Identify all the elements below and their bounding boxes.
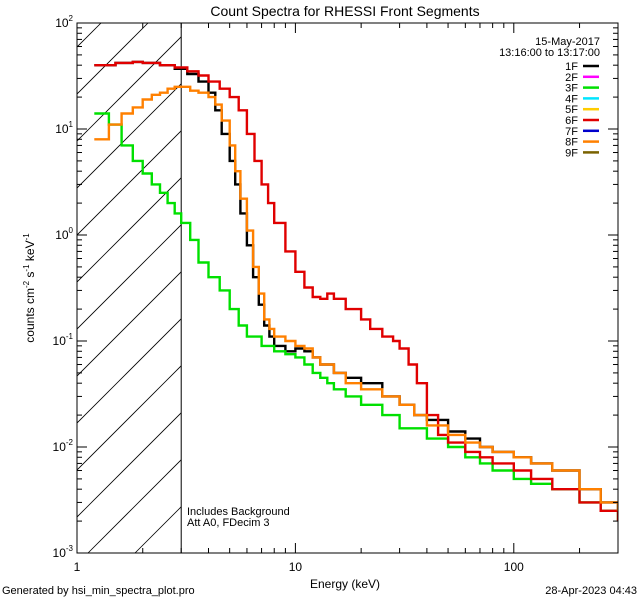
date-label: 15-May-2017 — [535, 36, 600, 48]
chart-title: Count Spectra for RHESSI Front Segments — [210, 3, 479, 19]
y-axis-label-part3: keV — [23, 240, 37, 264]
y-tick-label: 102 — [55, 14, 73, 30]
annotation-background: Includes Background — [187, 506, 290, 518]
hatch-line — [77, 36, 182, 142]
hatch-line — [77, 412, 182, 518]
legend-label-6f: 6F — [565, 115, 578, 127]
legend-label-2f: 2F — [565, 72, 578, 84]
time-range-label: 13:16:00 to 13:17:00 — [499, 47, 600, 59]
y-axis-label-main: counts cm — [23, 288, 37, 343]
y-axis-label: counts cm-2 s-1 keV-1 — [22, 233, 37, 343]
y-tick-label: 100 — [55, 226, 73, 242]
hatch-line — [77, 83, 182, 189]
footer-generator: Generated by hsi_min_spectra_plot.pro — [2, 585, 195, 597]
hatch-line — [276, 0, 640, 553]
series-line-1f — [94, 60, 618, 511]
hatch-line — [77, 271, 182, 377]
series-line-8f — [94, 85, 618, 511]
y-tick-label: 101 — [55, 120, 73, 136]
hatch-line — [0, 0, 124, 553]
x-tick-label: 100 — [504, 560, 524, 574]
y-tick-label: 10-3 — [53, 544, 74, 560]
legend-label-3f: 3F — [565, 83, 578, 95]
y-tick-label: 10-2 — [53, 438, 74, 454]
x-tick-label: 1 — [74, 560, 81, 574]
legend-label-8f: 8F — [565, 137, 578, 149]
plot-frame — [76, 22, 619, 554]
y-tick-label: 10-1 — [53, 332, 74, 348]
x-tick-label: 10 — [289, 560, 303, 574]
hatch-line — [77, 177, 182, 283]
hatch-line — [0, 0, 77, 553]
series-line-6f — [94, 60, 618, 522]
legend-label-7f: 7F — [565, 126, 578, 138]
legend-label-5f: 5F — [565, 104, 578, 116]
hatch-line — [77, 23, 149, 95]
shaded-region — [0, 0, 640, 553]
y-axis-label-part2: s — [23, 272, 37, 281]
series-line-3f — [94, 112, 618, 522]
legend-label-4f: 4F — [565, 93, 578, 105]
x-axis-label: Energy (keV) — [310, 577, 380, 591]
footer-timestamp: 28-Apr-2023 04:43 — [545, 585, 637, 597]
y-axis-label-exp3: -1 — [22, 233, 31, 241]
y-axis-label-exp2: -1 — [22, 264, 31, 272]
annotation-attenuator: Att A0, FDecim 3 — [187, 517, 270, 529]
legend-label-1f: 1F — [565, 61, 578, 73]
hatch-line — [77, 365, 182, 471]
hatch-line — [77, 224, 182, 330]
y-axis-label-exp1: -2 — [22, 280, 31, 288]
legend-label-9f: 9F — [565, 147, 578, 159]
